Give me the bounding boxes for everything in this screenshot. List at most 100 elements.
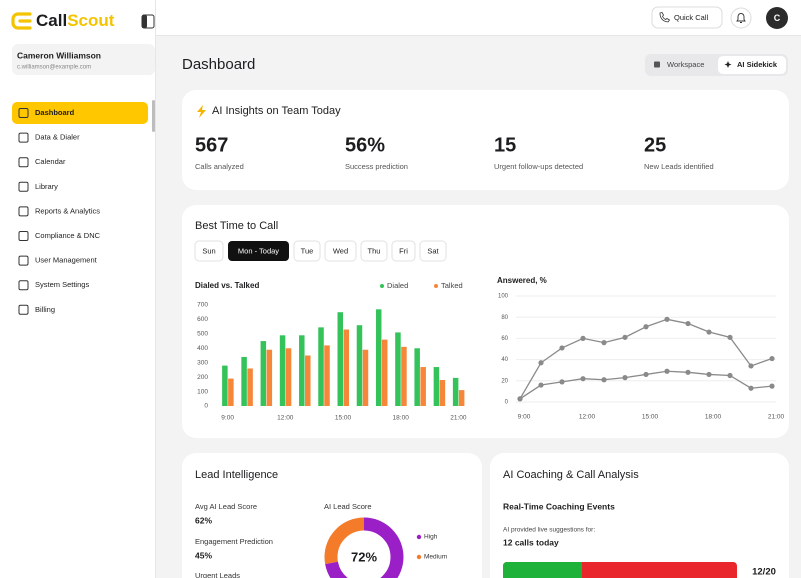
nav-icon	[18, 280, 29, 291]
y-tick-label: 0	[204, 403, 208, 410]
point	[559, 345, 565, 351]
bar	[285, 348, 292, 406]
donut-arc	[324, 517, 404, 578]
bar	[222, 365, 228, 406]
nav-item[interactable]: System Settings	[35, 280, 89, 289]
x-tick-label: 12:00	[277, 415, 294, 422]
bar	[395, 332, 401, 406]
nav-item[interactable]: Compliance & DNC	[35, 231, 101, 240]
x-tick-label: 9:00	[518, 414, 531, 421]
progress-fill-edge	[578, 562, 582, 578]
y-tick-label: 100	[197, 388, 208, 395]
legend-label: Talked	[441, 281, 463, 290]
y-tick-label: 500	[197, 331, 208, 338]
y-tick-label: 400	[197, 345, 208, 352]
metric-value: 62%	[195, 515, 212, 525]
point	[538, 382, 544, 388]
stat-value: 56%	[345, 134, 385, 156]
stat-value: 567	[195, 134, 228, 156]
nav-icon	[18, 157, 29, 168]
bar	[337, 312, 343, 406]
coaching-calls: 12 calls today	[503, 537, 559, 547]
legend-swatch	[416, 534, 422, 540]
point	[727, 372, 733, 379]
logo-part: Call	[36, 11, 67, 30]
bar	[228, 378, 234, 406]
workspace-icon	[654, 61, 660, 68]
day-label[interactable]: Wed	[333, 246, 348, 255]
progress-label: 12/20	[752, 567, 776, 578]
nav-item[interactable]: Reports & Analytics	[35, 206, 100, 215]
day-pill[interactable]	[360, 240, 388, 262]
day-pill[interactable]	[194, 240, 224, 262]
nav-item[interactable]: User Management	[35, 256, 98, 265]
x-tick-label: 18:00	[393, 415, 410, 422]
avatar[interactable]	[766, 7, 788, 29]
nav-item[interactable]: Calendar	[35, 157, 66, 166]
y-tick-label: 700	[197, 302, 208, 309]
bar	[260, 341, 267, 406]
nav-icon	[18, 255, 29, 266]
day-label[interactable]: Thu	[368, 246, 381, 255]
day-label[interactable]: Sun	[202, 246, 215, 255]
nav-item[interactable]: Library	[35, 182, 58, 191]
stat-value: 25	[644, 134, 666, 156]
nav-icon	[18, 181, 29, 192]
nav-item[interactable]: Dashboard	[35, 108, 75, 117]
coaching-card	[490, 453, 789, 578]
user-name: Cameron Williamson	[17, 50, 101, 60]
nav-item[interactable]: Billing	[35, 305, 55, 314]
point	[559, 379, 565, 385]
quick-call-button[interactable]	[651, 6, 723, 29]
y-tick-label: 60	[501, 336, 508, 342]
chart-title: Answered, %	[497, 276, 547, 285]
card-title: AI Coaching & Call Analysis	[503, 469, 639, 481]
donut-label: 72%	[351, 549, 377, 564]
nav-item[interactable]: Data & Dialer	[35, 133, 80, 142]
day-label[interactable]: Fri	[399, 246, 408, 255]
logo-icon	[11, 12, 32, 30]
view-option[interactable]: AI Sidekick	[737, 60, 778, 69]
lead-card	[182, 453, 482, 578]
bar	[324, 345, 330, 406]
day-label[interactable]: Sat	[427, 246, 439, 255]
day-pill[interactable]	[228, 241, 289, 261]
stat-label: Calls analyzed	[195, 162, 244, 171]
point	[706, 329, 712, 335]
metric-label: Engagement Prediction	[195, 537, 273, 546]
progress-fill	[503, 562, 582, 578]
x-tick-label: 12:00	[579, 414, 596, 421]
point	[622, 375, 628, 381]
phone-icon	[659, 12, 671, 23]
x-tick-label: 18:00	[705, 414, 722, 421]
bar	[401, 346, 407, 406]
bar	[381, 339, 388, 406]
quick-call-label[interactable]: Quick Call	[674, 13, 709, 22]
day-pill[interactable]	[391, 240, 416, 262]
nav-icon	[18, 132, 29, 143]
bar	[375, 309, 382, 406]
view-option[interactable]: Workspace	[667, 60, 704, 69]
day-pill[interactable]	[419, 240, 447, 262]
point	[601, 377, 607, 383]
day-pill[interactable]	[324, 240, 357, 262]
metric-label: Urgent Leads	[195, 571, 240, 578]
x-tick-label: 15:00	[335, 415, 352, 422]
legend-swatch	[434, 284, 438, 288]
legend-label: Medium	[424, 554, 447, 561]
nav-icon	[18, 231, 29, 241]
day-label[interactable]: Mon - Today	[238, 246, 279, 255]
notifications-button[interactable]	[730, 7, 752, 29]
bar	[433, 367, 440, 406]
card-title: AI Insights on Team Today	[212, 105, 341, 117]
day-label[interactable]: Tue	[301, 246, 314, 255]
insights-card	[182, 90, 789, 190]
y-tick-label: 40	[501, 357, 508, 363]
bar	[362, 349, 369, 406]
bar	[420, 367, 426, 406]
point	[769, 355, 775, 362]
point	[643, 371, 649, 378]
nav-active[interactable]	[12, 102, 148, 124]
day-pill[interactable]	[293, 240, 321, 262]
